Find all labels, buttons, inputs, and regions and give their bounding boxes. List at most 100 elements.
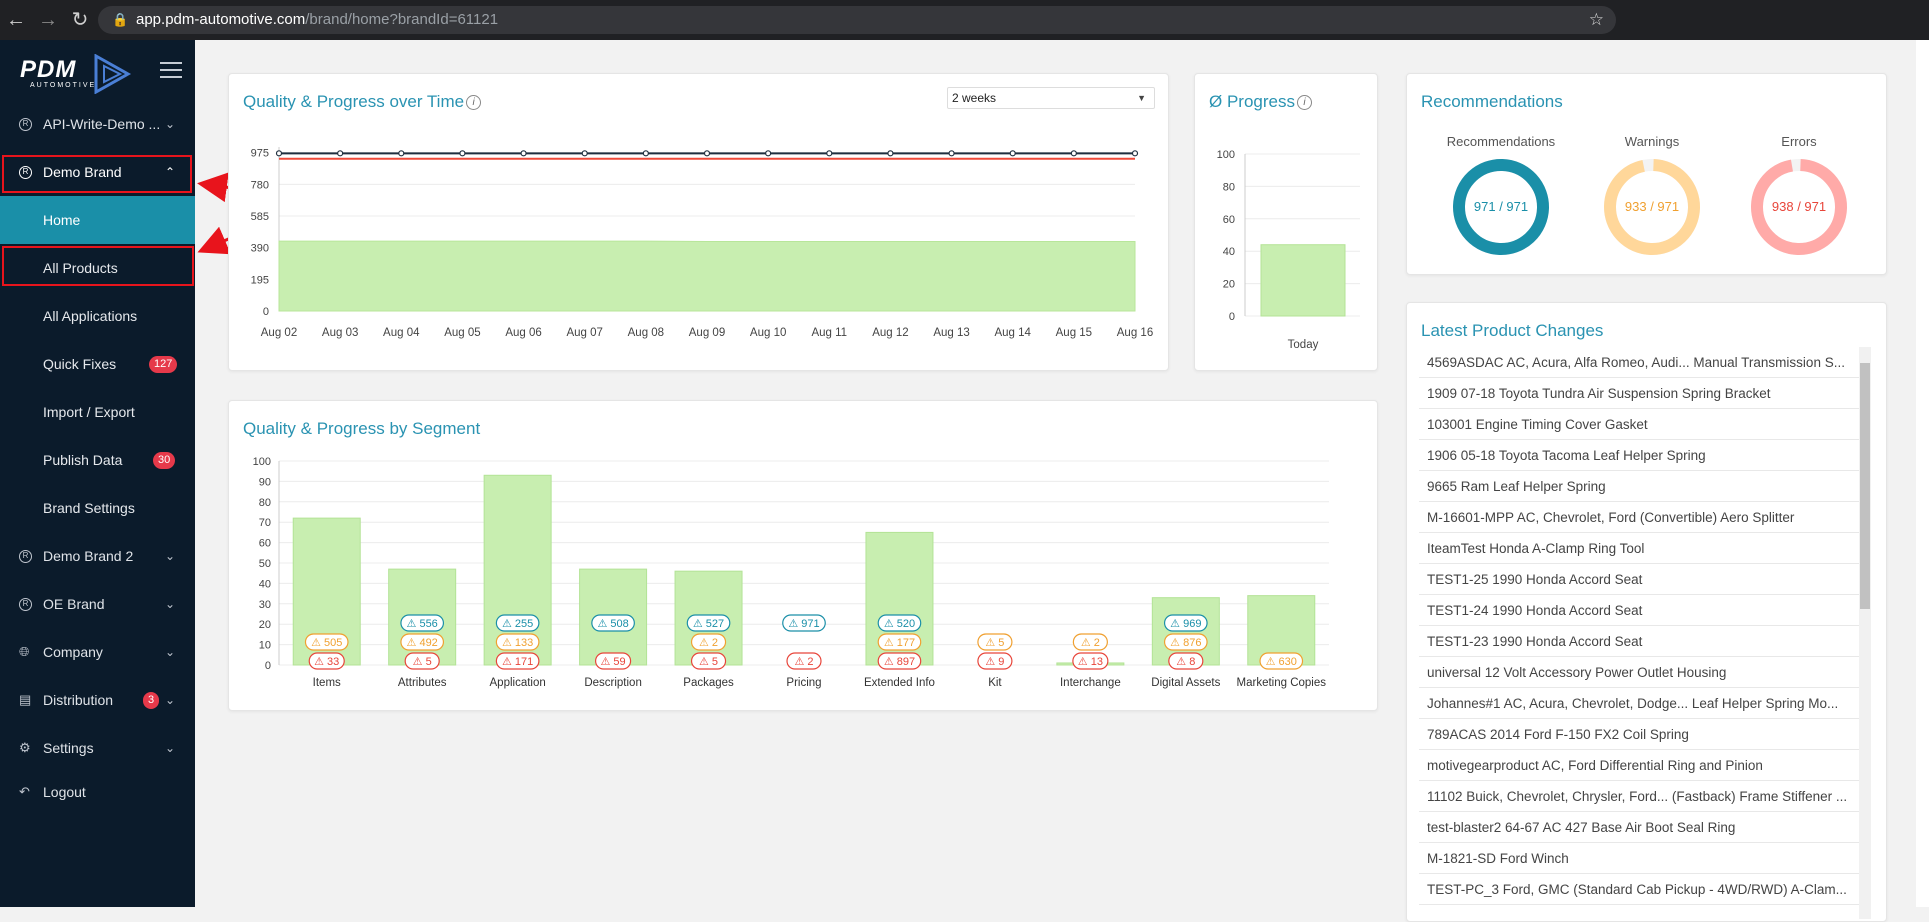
sidebar-subitem-publish-data[interactable]: Publish Data 30: [0, 436, 195, 484]
err-badge: [977, 652, 1013, 670]
warn-badge-text: ⚠ 177: [884, 637, 915, 649]
err-badge: [1072, 652, 1109, 670]
logout-icon: ↶: [19, 784, 30, 799]
sidebar-subitem-all-products[interactable]: All Products: [0, 244, 195, 292]
list-item[interactable]: TEST1-25 1990 Honda Accord Seat: [1419, 564, 1859, 595]
quality-point: [337, 150, 344, 157]
warn-badge-text: ⚠ 2: [699, 637, 718, 649]
info-badge: [686, 614, 731, 632]
info-badge: [1163, 614, 1208, 632]
sidebar-item-api-write-demo[interactable]: R API-Write-Demo ... ⌄: [0, 100, 195, 148]
info-icon[interactable]: i: [1296, 95, 1312, 111]
y-tick-label: 30: [259, 599, 271, 611]
donut-arc: [1604, 159, 1700, 255]
chevron-down-icon: ⌄: [165, 549, 176, 563]
select-value: 2 weeks: [952, 91, 997, 105]
quality-point: [275, 150, 283, 157]
x-tick-label: Aug 13: [933, 327, 969, 339]
card-title: Ø Progress i: [1209, 92, 1312, 112]
quality-point: [1131, 150, 1139, 157]
list-item[interactable]: IteamTest Honda A-Clamp Ring Tool: [1419, 533, 1859, 564]
sidebar-item-company[interactable]: 🌐︎ Company ⌄: [0, 628, 195, 676]
info-badge-text: ⚠ 527: [693, 618, 724, 630]
pdm-logo[interactable]: PDM AUTOMOTIVE: [20, 50, 140, 96]
warn-badge: [877, 633, 922, 651]
recommendations-card: Recommendations Recommendations 971 / 971…: [1406, 73, 1887, 275]
sidebar-subitem-all-applications[interactable]: All Applications: [0, 292, 195, 340]
list-item[interactable]: motivegearproduct AC, Ford Differential …: [1419, 750, 1859, 781]
sidebar-subitem-quick-fixes[interactable]: Quick Fixes 127: [0, 340, 195, 388]
list-item[interactable]: 1906 05-18 Toyota Tacoma Leaf Helper Spr…: [1419, 440, 1859, 471]
list-item[interactable]: 9665 Ram Leaf Helper Spring: [1419, 471, 1859, 502]
x-tick-label: Aug 10: [750, 327, 786, 339]
time-chart: 0 195 390 585 780 975 Aug 02 Aug 03 Aug 04 Aug 05…: [251, 147, 1153, 339]
timespan-select[interactable]: 2 weeks ▼: [947, 87, 1155, 109]
list-item[interactable]: 103001 Engine Timing Cover Gasket: [1419, 409, 1859, 440]
list-item[interactable]: 4569ASDAC AC, Acura, Alfa Romeo, Audi...…: [1419, 347, 1859, 378]
sidebar-item-label: API-Write-Demo ...: [43, 116, 161, 132]
info-badge-text: ⚠ 971: [788, 618, 819, 630]
chevron-down-icon: ⌄: [165, 117, 176, 131]
segment-card: Quality & Progress by Segment 0 10 20 30 40 5…: [228, 400, 1378, 711]
y-tick-label: 80: [1223, 181, 1235, 193]
x-tick-label: Attributes: [398, 677, 447, 689]
sidebar-subitem-label: Import / Export: [43, 404, 135, 420]
list-item[interactable]: Johannes#1 AC, Acura, Chevrolet, Dodge..…: [1419, 688, 1859, 719]
scrollbar-thumb[interactable]: [1860, 363, 1870, 609]
y-tick-label: 40: [259, 578, 271, 590]
list-item[interactable]: universal 12 Volt Accessory Power Outlet…: [1419, 657, 1859, 688]
list-item[interactable]: test-blaster2 64-67 AC 427 Base Air Boot…: [1419, 812, 1859, 843]
browser-toolbar: ← → ↻ 🔒 app.pdm-automotive.com/brand/hom…: [0, 0, 1929, 40]
sidebar-item-demo-brand-2[interactable]: R Demo Brand 2 ⌄: [0, 532, 195, 580]
list-item[interactable]: TEST1-24 1990 Honda Accord Seat: [1419, 595, 1859, 626]
info-badge: [495, 614, 540, 632]
donut-label: Errors: [1781, 134, 1817, 149]
info-icon[interactable]: i: [466, 95, 482, 111]
warn-badge-text: ⚠ 505: [311, 637, 342, 649]
url-host: app.pdm-automotive.com: [136, 11, 306, 28]
reload-icon[interactable]: ↻: [71, 9, 89, 31]
sidebar-subitem-brand-settings[interactable]: Brand Settings: [0, 484, 195, 532]
x-tick-label: Marketing Copies: [1237, 677, 1327, 689]
bookmark-star-icon[interactable]: ☆: [1588, 10, 1604, 29]
list-item[interactable]: 1909 07-18 Toyota Tundra Air Suspension …: [1419, 378, 1859, 409]
list-item[interactable]: M-16601-MPP AC, Chevrolet, Ford (Convert…: [1419, 502, 1859, 533]
sidebar-item-settings[interactable]: ⚙ Settings ⌄: [0, 724, 195, 772]
sidebar-subitem-label: Home: [43, 212, 81, 228]
list-item[interactable]: TEST-PC_3 Ford, GMC (Standard Cab Pickup…: [1419, 874, 1859, 905]
sidebar-item-label: Distribution: [43, 692, 114, 708]
count-badge: 127: [149, 356, 178, 373]
list-item[interactable]: M-1821-SD Ford Winch: [1419, 843, 1859, 874]
err-badge-text: ⚠ 5: [413, 656, 432, 668]
warn-badge: [1072, 633, 1108, 651]
segment-bar: [483, 474, 552, 666]
err-badge-text: ⚠ 2: [794, 656, 813, 668]
progress-bar: [1260, 244, 1346, 317]
sidebar-item-oe-brand[interactable]: R OE Brand ⌄: [0, 580, 195, 628]
sidebar-subitem-home[interactable]: Home: [0, 196, 195, 244]
sidebar-item-label: Demo Brand 2: [43, 548, 134, 564]
x-tick-label: Aug 04: [383, 327, 420, 339]
chevron-down-icon: ⌄: [165, 741, 176, 755]
err-badge-text: ⚠ 8: [1176, 656, 1195, 668]
sidebar-item-demo-brand[interactable]: R Demo Brand ⌃: [0, 148, 195, 196]
sidebar-subitem-import-export[interactable]: Import / Export: [0, 388, 195, 436]
back-arrow-icon[interactable]: ←: [6, 9, 26, 31]
sidebar-item-logout[interactable]: ↶ Logout: [0, 768, 195, 816]
globe-icon: 🌐︎: [19, 644, 30, 659]
hamburger-menu-icon[interactable]: [160, 62, 182, 80]
sidebar-item-distribution[interactable]: ▤ Distribution 3 ⌄: [0, 676, 195, 724]
list-item[interactable]: 789ACAS 2014 Ford F-150 FX2 Coil Spring: [1419, 719, 1859, 750]
x-tick-label: Application: [490, 677, 546, 689]
list-item[interactable]: 11102 Buick, Chevrolet, Chrysler, Ford..…: [1419, 781, 1859, 812]
scrollbar[interactable]: [1859, 347, 1871, 919]
chevron-down-icon: ⌄: [165, 693, 176, 707]
info-badge: [400, 614, 445, 632]
chevron-down-icon: ⌄: [165, 597, 176, 611]
forward-arrow-icon[interactable]: →: [38, 9, 58, 31]
address-bar[interactable]: 🔒 app.pdm-automotive.com/brand/home?bran…: [98, 6, 1616, 34]
chevron-down-icon: ⌄: [165, 645, 176, 659]
sidebar-item-label: Settings: [43, 740, 94, 756]
err-badge: [404, 652, 440, 670]
list-item[interactable]: TEST1-23 1990 Honda Accord Seat: [1419, 626, 1859, 657]
